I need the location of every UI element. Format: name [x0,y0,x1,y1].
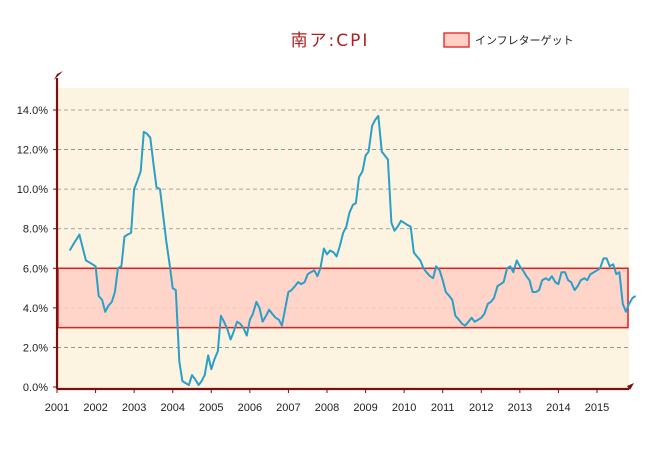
y-axis-arrow [54,71,63,80]
legend: インフレターゲット [443,32,574,48]
x-tick-label: 2007 [276,402,300,414]
x-tick-label: 2002 [83,402,107,414]
y-tick-label: 0.0% [23,382,48,394]
x-tick-label: 2005 [199,402,223,414]
x-tick-label: 2014 [546,402,570,414]
y-tick-label: 12.0% [17,145,48,157]
x-tick-label: 2003 [122,402,146,414]
x-tick-label: 2010 [392,402,416,414]
x-tick-label: 2001 [45,402,69,414]
y-tick-label: 4.0% [23,303,48,315]
y-tick-label: 10.0% [17,184,48,196]
axes [54,71,634,391]
y-tick-label: 14.0% [17,105,48,117]
legend-label: インフレターゲット [475,34,574,47]
y-tick-label: 2.0% [23,342,48,354]
x-tick-label: 2015 [585,402,609,414]
x-tick-label: 2013 [508,402,532,414]
inflation-target-band [57,267,629,329]
cpi-series-line [68,114,637,386]
plot-area [57,88,629,389]
chart-title: 南ア:CPI [291,31,370,51]
y-tick-label: 8.0% [23,224,48,236]
x-tick-labels: 2001 2002 2003 2004 2005 2006 2007 2008 2009 2010… [45,389,609,414]
x-tick-label: 2012 [469,402,493,414]
x-tick-label: 2006 [238,402,262,414]
x-axis-arrow [627,383,634,390]
x-tick-label: 2004 [160,402,184,414]
x-tick-label: 2009 [353,402,377,414]
target-band-group [57,267,629,329]
x-tick-label: 2008 [315,402,339,414]
y-tick-labels: 0.0% 2.0% 4.0% 6.0% 8.0% 10.0% 12.0% 14.0% [17,105,48,394]
y-tick-label: 6.0% [23,263,48,275]
legend-swatch [443,32,470,48]
series-group [68,114,637,386]
x-tick-label: 2011 [431,402,455,414]
